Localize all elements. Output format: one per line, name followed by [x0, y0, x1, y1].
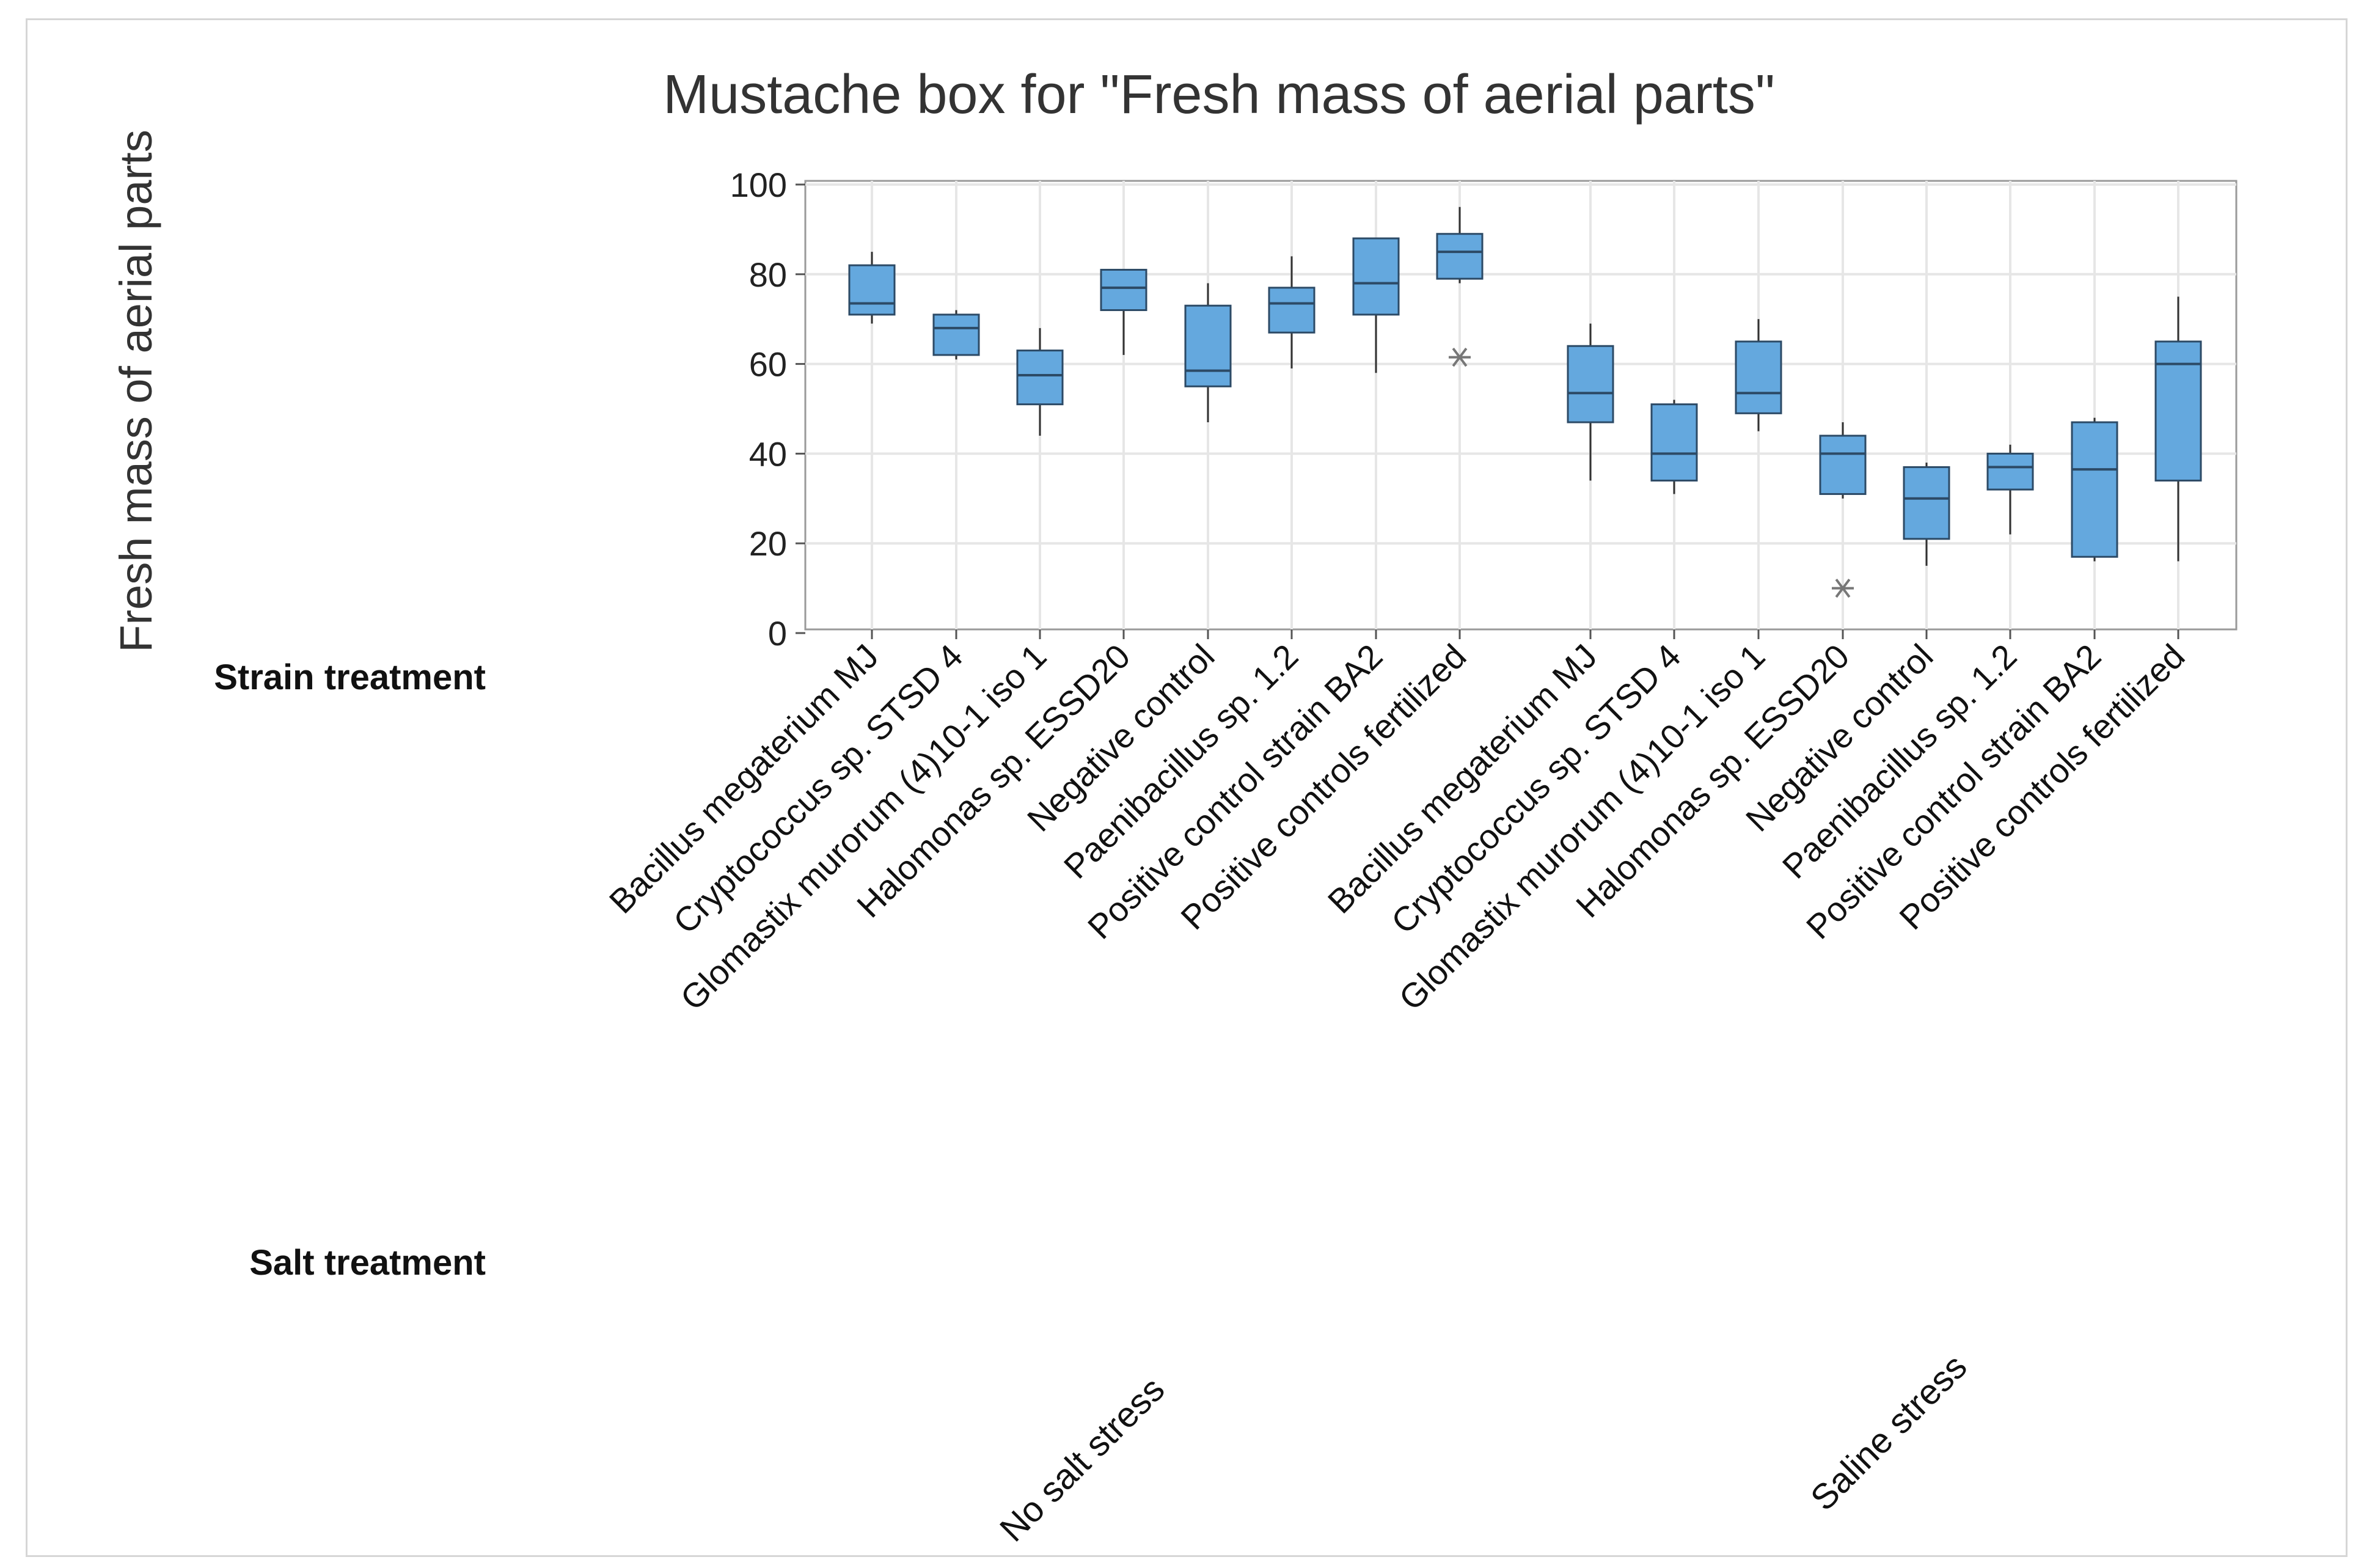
box — [1352, 237, 1400, 316]
y-tick-label: 20 — [749, 524, 787, 563]
box — [1436, 233, 1484, 280]
box — [1268, 287, 1316, 334]
outlier-marker — [1449, 347, 1471, 367]
y-tick-label: 40 — [749, 434, 787, 473]
x-category-label: Glomastix murorum (4)10-1 iso 1 — [1391, 637, 1772, 1017]
outlier-stroke — [1452, 347, 1468, 367]
box — [1184, 304, 1232, 387]
box — [1016, 350, 1064, 406]
box — [1903, 466, 1950, 540]
box — [1567, 345, 1614, 423]
x-category-label: Glomastix murorum (4)10-1 iso 1 — [673, 637, 1053, 1017]
box — [1100, 268, 1147, 312]
box — [932, 313, 980, 356]
box — [2154, 340, 2202, 482]
salt-treatment-row-label: Salt treatment — [249, 1243, 486, 1283]
box — [1735, 340, 1782, 414]
box — [2071, 421, 2118, 558]
box — [1819, 434, 1867, 495]
y-tick-label: 80 — [749, 255, 787, 294]
outlier-marker — [1832, 579, 1854, 598]
y-axis-label: Fresh mass of aerial parts — [111, 130, 161, 652]
y-tick-label: 60 — [749, 345, 787, 384]
salt-group-label: Saline stress — [1803, 1347, 1975, 1519]
y-tick-label: 100 — [730, 166, 787, 204]
box — [848, 264, 896, 316]
outlier-stroke — [1835, 579, 1851, 598]
chart-title: Mustache box for "Fresh mass of aerial p… — [663, 64, 1775, 125]
box — [1650, 403, 1698, 482]
salt-group-label: No salt stress — [992, 1369, 1172, 1549]
box — [1986, 452, 2034, 491]
y-tick-label: 0 — [768, 614, 787, 653]
strain-treatment-row-label: Strain treatment — [214, 658, 486, 697]
